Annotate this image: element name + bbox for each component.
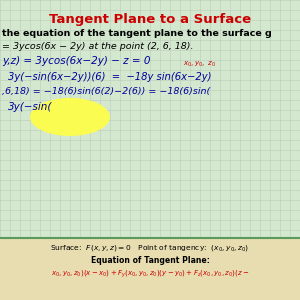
Text: Surface:  $F(x, y, z) = 0$   Point of tangency:  $(x_0, y_0, z_0)$: Surface: $F(x, y, z) = 0$ Point of tange… <box>50 243 250 253</box>
Text: $x_0, y_0, z_0)(x - x_0) + F_y(x_0, y_0, z_0)(y - y_0) + F_z(x_0, y_0, z_0)(z -$: $x_0, y_0, z_0)(x - x_0) + F_y(x_0, y_0,… <box>51 269 249 281</box>
Text: y,z) = 3ycos(6x−2y) − z = 0: y,z) = 3ycos(6x−2y) − z = 0 <box>2 56 151 66</box>
Text: = 3ycos(6x − 2y) at the point (2, 6, 18).: = 3ycos(6x − 2y) at the point (2, 6, 18)… <box>2 42 194 51</box>
Text: the equation of the tangent plane to the surface g: the equation of the tangent plane to the… <box>2 29 272 38</box>
Text: $x_0, y_0,\ z_0$: $x_0, y_0,\ z_0$ <box>183 60 216 69</box>
Ellipse shape <box>30 98 110 136</box>
Text: 3y(−sin(6x−2y))(6)  =  −18y sin(6x−2y): 3y(−sin(6x−2y))(6) = −18y sin(6x−2y) <box>8 72 211 82</box>
Text: Equation of Tangent Plane:: Equation of Tangent Plane: <box>91 256 209 265</box>
Bar <box>0 238 300 300</box>
Text: ,6,18) = −18(6)sin(6(2)−2(6)) = −18(6)sin(: ,6,18) = −18(6)sin(6(2)−2(6)) = −18(6)si… <box>2 87 210 96</box>
Text: Tangent Plane to a Surface: Tangent Plane to a Surface <box>49 13 251 26</box>
Text: 3y(−sin(: 3y(−sin( <box>8 102 52 112</box>
